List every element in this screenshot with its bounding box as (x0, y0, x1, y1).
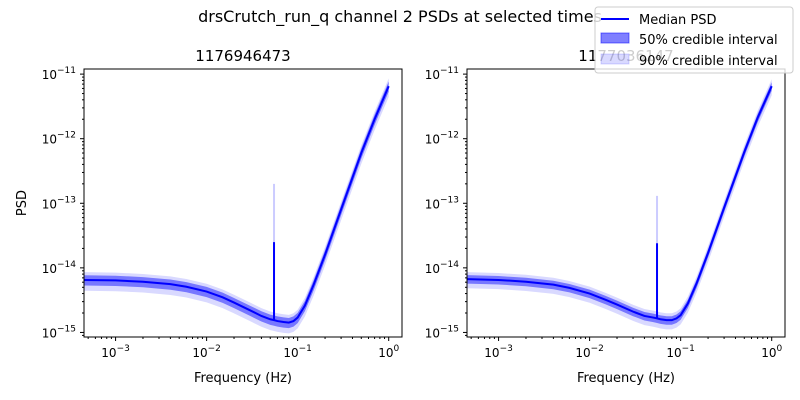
plot-area (467, 79, 773, 330)
legend-50-swatch (600, 32, 630, 44)
x-tick-label-2: 10−1 (283, 344, 312, 360)
x-axis-label: Frequency (Hz) (577, 371, 675, 386)
y-tick-label-3: 10−12 (425, 131, 459, 147)
median-line (467, 85, 773, 322)
x-tick-label-1: 10−2 (575, 344, 604, 360)
y-tick-label-2: 10−13 (42, 195, 76, 211)
x-tick-label-1: 10−2 (192, 344, 221, 360)
panel-title: 1176946473 (195, 47, 290, 65)
legend: Median PSD 50% credible interval 90% cre… (594, 6, 794, 74)
y-tick-label-2: 10−13 (425, 195, 459, 211)
x-tick-label-2: 10−1 (666, 344, 695, 360)
x-tick-label-0: 10−3 (484, 344, 513, 360)
y-axis-label: PSD (15, 190, 30, 216)
legend-90-swatch (600, 53, 630, 65)
panel-2: 10−3 10−2 10−1 100 10−15 10−14 10−13 10−12 10−11… (425, 47, 786, 386)
legend-50-label: 50% credible interval (639, 33, 778, 48)
y-tick-label-4: 10−11 (425, 66, 459, 82)
legend-frame (594, 6, 794, 74)
x-axis-label: Frequency (Hz) (194, 371, 292, 386)
y-tick-label-3: 10−12 (42, 131, 76, 147)
x-tick-label-3: 100 (378, 344, 399, 360)
y-tick-label-0: 10−15 (425, 324, 459, 340)
panel-1: 10−3 10−2 10−1 100 10−15 10−14 10−13 10−12 10−11… (15, 47, 403, 386)
y-tick-label-1: 10−14 (425, 260, 460, 276)
x-tick-label-0: 10−3 (101, 344, 130, 360)
y-tick-label-1: 10−14 (42, 260, 77, 276)
median-line (84, 85, 390, 324)
x-tick-label-3: 100 (761, 344, 782, 360)
axes-frame (83, 68, 403, 338)
figure-title: drsCrutch_run_q channel 2 PSDs at select… (198, 7, 602, 27)
plot-area (84, 78, 390, 334)
y-tick-label-4: 10−11 (42, 66, 76, 82)
axes-frame (466, 68, 786, 338)
legend-median-label: Median PSD (639, 13, 717, 28)
legend-90-label: 90% credible interval (639, 54, 778, 69)
y-tick-label-0: 10−15 (42, 324, 76, 340)
